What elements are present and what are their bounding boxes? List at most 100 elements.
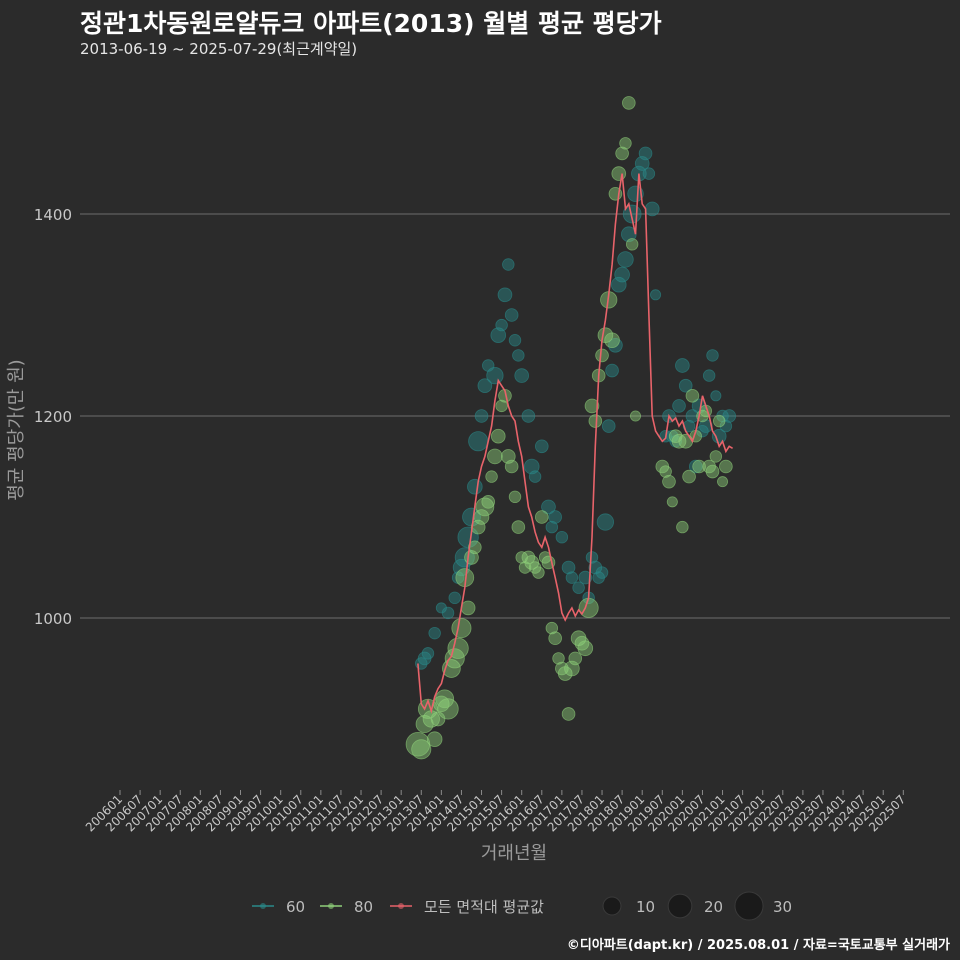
data-point-60 (523, 458, 540, 475)
data-point-60 (617, 251, 634, 268)
data-point-80 (511, 520, 526, 534)
data-point-80 (504, 459, 519, 474)
data-point-80 (622, 96, 636, 110)
data-point-80 (676, 520, 689, 534)
x-axis-title: 거래년월 (481, 843, 547, 864)
data-point-60 (477, 378, 493, 394)
data-point-60 (474, 409, 489, 423)
legend-size-label: 30 (773, 898, 792, 916)
data-point-80 (625, 238, 639, 251)
data-point-80 (705, 464, 720, 479)
data-point-80 (717, 476, 729, 488)
data-point-80 (712, 414, 726, 428)
data-point-60 (490, 327, 507, 343)
data-point-60 (588, 560, 603, 575)
average-price-line (417, 173, 734, 714)
data-point-80 (709, 450, 723, 463)
data-point-80 (470, 519, 486, 535)
data-point-60 (596, 513, 615, 531)
data-point-80 (629, 410, 642, 422)
data-point-80 (490, 428, 506, 444)
legend-label: 80 (354, 898, 373, 916)
data-point-80 (426, 731, 443, 747)
data-point-60 (441, 606, 455, 620)
data-point-80 (534, 510, 549, 524)
data-point-60 (710, 390, 722, 402)
legend-label: 60 (286, 898, 305, 916)
data-point-60 (644, 201, 660, 217)
data-point-60 (497, 287, 513, 303)
data-point-60 (468, 431, 489, 452)
data-point-80 (495, 399, 508, 413)
data-point-80 (552, 652, 565, 665)
data-point-80 (561, 707, 576, 721)
data-point-80 (692, 459, 706, 474)
data-point-60 (650, 289, 662, 301)
data-point-60 (702, 369, 716, 382)
data-point-60 (521, 409, 536, 423)
data-point-60 (486, 366, 504, 385)
legend-size-circle (667, 893, 693, 919)
data-point-80 (437, 698, 459, 720)
legend: 60 80 모든 면적대 평균값 10 20 30 (252, 891, 792, 921)
data-point-80 (548, 631, 562, 645)
legend-size-circle (602, 896, 622, 916)
data-point-60 (565, 571, 579, 584)
data-point-80 (662, 474, 676, 489)
data-point-60 (541, 499, 556, 515)
data-point-80 (588, 414, 603, 428)
y-tick-label: 1400 (34, 206, 72, 224)
data-point-60 (467, 478, 483, 495)
legend-size-circle (734, 891, 764, 921)
chart-title: 정관1차동원로얄듀크 아파트(2013) 월별 평균 평당가 (80, 9, 662, 38)
x-tick-labels: 2006012006072007012007072008012008072009… (83, 790, 908, 835)
chart-subtitle: 2013-06-19 ~ 2025-07-29(최근계약일) (80, 40, 358, 58)
data-point-80 (611, 166, 627, 181)
data-point-80 (719, 459, 733, 474)
data-point-60 (675, 358, 690, 373)
data-point-80 (584, 398, 600, 414)
y-tick-label: 1200 (34, 408, 72, 426)
data-point-80 (460, 600, 476, 616)
data-point-80 (508, 490, 522, 504)
data-point-60 (555, 530, 569, 544)
data-point-80 (595, 348, 609, 363)
data-point-60 (421, 647, 435, 660)
data-point-60 (642, 167, 656, 180)
data-point-80 (411, 739, 432, 760)
data-point-80 (485, 470, 498, 483)
data-point-60 (514, 368, 530, 383)
data-point-60 (528, 470, 542, 483)
legend-size-label: 20 (704, 898, 723, 916)
data-point-80 (468, 540, 482, 555)
data-point-80 (532, 566, 545, 579)
legend-swatch-point (328, 903, 334, 909)
y-axis-title: 평균 평당가(만 원) (6, 359, 27, 500)
data-point-80 (685, 388, 700, 403)
data-point-60 (545, 520, 559, 534)
data-point-80 (568, 651, 583, 666)
data-point-80 (619, 137, 632, 150)
data-point-80 (435, 689, 455, 709)
data-point-80 (545, 621, 559, 635)
data-point-60 (502, 258, 515, 271)
y-tick-label: 1000 (34, 610, 72, 628)
data-point-60 (595, 566, 609, 579)
data-point-80 (481, 495, 496, 509)
source-credit: ©디아파트(dapt.kr) / 2025.08.01 / 자료=국토교통부 실… (566, 938, 950, 953)
legend-size-label: 10 (636, 898, 655, 916)
legend-swatch-point (260, 903, 266, 909)
gridlines (80, 213, 950, 619)
data-point-60 (719, 419, 733, 433)
data-point-60 (448, 591, 461, 605)
data-point-80 (444, 648, 465, 669)
data-point-80 (682, 469, 696, 484)
data-point-80 (659, 465, 672, 478)
data-point-60 (495, 318, 508, 332)
data-point-60 (508, 334, 522, 347)
data-point-80 (615, 146, 629, 161)
data-point-60 (688, 459, 703, 474)
data-point-60 (722, 409, 737, 423)
y-tick-labels: 1000 1200 1400 (34, 206, 72, 628)
